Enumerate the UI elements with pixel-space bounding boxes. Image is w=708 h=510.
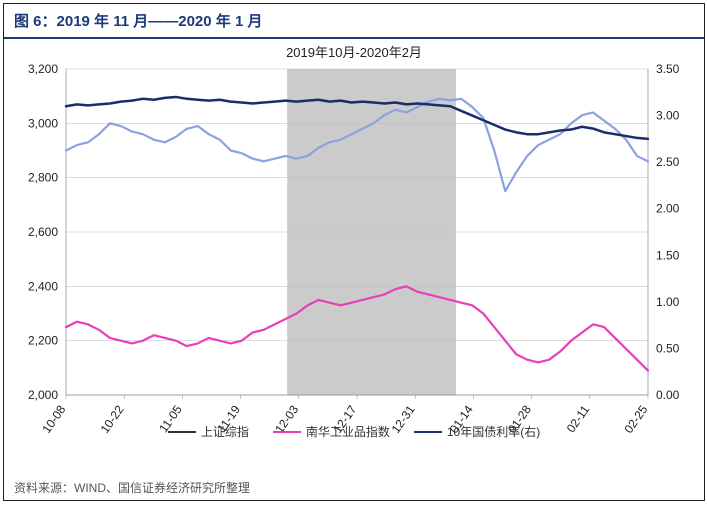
svg-text:2,800: 2,800 [28, 171, 58, 185]
figure-title: 图 6：2019 年 11 月——2020 年 1 月 [4, 4, 704, 39]
legend-label: 10年国债利率(右) [447, 423, 540, 440]
figure-frame: 图 6：2019 年 11 月——2020 年 1 月 2019年10月-202… [3, 3, 705, 501]
legend-item-nanhua: 南华工业品指数 [273, 423, 390, 440]
svg-text:3,200: 3,200 [28, 63, 58, 76]
legend-swatch [168, 431, 196, 433]
chart-area: 2019年10月-2020年2月 2,000 2,200 2,400 2,600 2,8… [12, 40, 696, 454]
source-text: 资料来源：WIND、国信证券经济研究所整理 [14, 479, 250, 496]
svg-text:1.00: 1.00 [656, 295, 680, 309]
legend-item-shangzheng: 上证综指 [168, 423, 249, 440]
svg-text:1.50: 1.50 [656, 248, 680, 262]
svg-text:2,200: 2,200 [28, 334, 58, 348]
svg-text:2,000: 2,000 [28, 388, 58, 402]
svg-text:3.50: 3.50 [656, 63, 680, 76]
chart-subtitle: 2019年10月-2020年2月 [12, 42, 696, 61]
svg-text:0.00: 0.00 [656, 388, 680, 402]
svg-text:3.00: 3.00 [656, 109, 680, 123]
legend-swatch [273, 431, 301, 433]
svg-text:0.50: 0.50 [656, 341, 680, 355]
svg-text:2,600: 2,600 [28, 225, 58, 239]
legend-item-bond: 10年国债利率(右) [414, 423, 540, 440]
chart-svg: 2,000 2,200 2,400 2,600 2,800 3,000 3,200 0.00 0… [12, 63, 696, 453]
svg-text:2.00: 2.00 [656, 202, 680, 216]
legend-swatch [414, 431, 442, 433]
legend-label: 上证综指 [201, 423, 249, 440]
svg-text:2.50: 2.50 [656, 155, 680, 169]
legend: 上证综指 南华工业品指数 10年国债利率(右) [12, 423, 696, 440]
legend-label: 南华工业品指数 [306, 423, 390, 440]
svg-text:3,000: 3,000 [28, 116, 58, 130]
svg-text:2,400: 2,400 [28, 279, 58, 293]
